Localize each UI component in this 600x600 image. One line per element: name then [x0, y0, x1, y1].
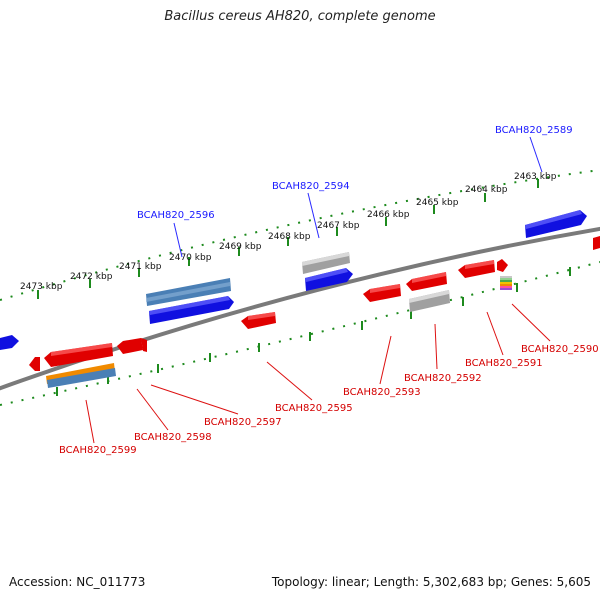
reverse-gene[interactable]	[117, 338, 147, 354]
forward-gene[interactable]	[593, 236, 600, 250]
gene-label-bottom[interactable]: BCAH820_2595	[275, 403, 353, 414]
forward-gene[interactable]	[525, 210, 587, 238]
ruler-label: 2472 kbp	[70, 272, 113, 282]
gene-label-bottom[interactable]: BCAH820_2599	[59, 445, 137, 456]
forward-gene[interactable]	[305, 268, 353, 291]
ruler-label: 2471 kbp	[119, 262, 162, 272]
ruler-label: 2466 kbp	[367, 210, 410, 220]
gene-label-bottom[interactable]: BCAH820_2591	[465, 358, 543, 369]
forward-gene-blue[interactable]	[146, 278, 231, 306]
upper-ruler-ticks	[37, 179, 539, 299]
gene-label-bottom[interactable]: BCAH820_2593	[343, 387, 421, 398]
bottom-leader-lines	[85, 303, 551, 444]
gene-label-top[interactable]: BCAH820_2594	[272, 181, 350, 192]
reverse-gene[interactable]	[241, 312, 276, 329]
reverse-gene[interactable]	[44, 343, 113, 367]
reverse-gene[interactable]	[458, 259, 508, 278]
forward-gene[interactable]	[149, 296, 234, 324]
forward-gene[interactable]	[0, 335, 19, 350]
ruler-label: 2464 kbp	[465, 185, 508, 195]
genome-title: Bacillus cereus AH820, complete genome	[164, 9, 436, 24]
ruler-label: 2465 kbp	[416, 198, 459, 208]
ruler-label: 2473 kbp	[20, 282, 63, 292]
gene-label-bottom[interactable]: BCAH820_2590	[521, 344, 599, 355]
forward-gene-grey[interactable]	[302, 252, 350, 274]
reverse-gene[interactable]	[406, 272, 447, 291]
ruler-label: 2463 kbp	[514, 172, 557, 182]
ruler-label: 2469 kbp	[219, 242, 262, 252]
ruler-label: 2468 kbp	[268, 232, 311, 242]
ruler-label: 2467 kbp	[317, 221, 360, 231]
reverse-gene[interactable]	[29, 357, 40, 371]
reverse-gene-grey[interactable]	[409, 290, 450, 312]
gene-label-top[interactable]: BCAH820_2596	[137, 210, 215, 221]
gene-label-bottom[interactable]: BCAH820_2592	[404, 373, 482, 384]
ruler-label: 2470 kbp	[169, 253, 212, 263]
reverse-gene[interactable]	[363, 284, 401, 302]
gene-label-bottom[interactable]: BCAH820_2597	[204, 417, 282, 428]
gene-label-top[interactable]: BCAH820_2589	[495, 125, 573, 136]
gene-label-bottom[interactable]: BCAH820_2598	[134, 432, 212, 443]
reverse-orf-orange[interactable]	[46, 363, 116, 388]
reverse-gene-multicolor[interactable]	[500, 276, 512, 290]
top-leader-lines	[173, 136, 543, 258]
accession-text: Accession: NC_011773	[9, 575, 146, 589]
upper-ruler-track	[0, 169, 600, 301]
topology-text: Topology: linear; Length: 5,302,683 bp; …	[271, 575, 591, 589]
